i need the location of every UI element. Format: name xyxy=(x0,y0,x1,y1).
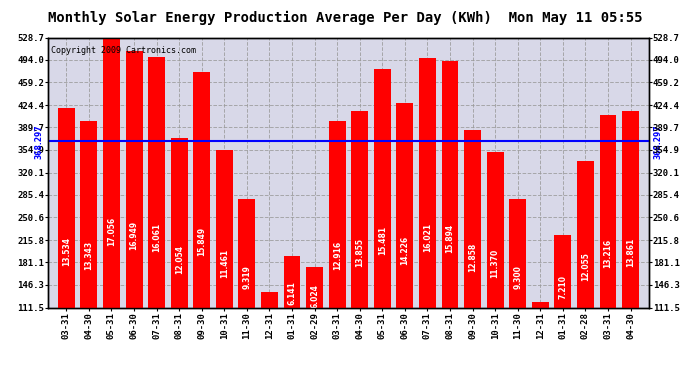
Text: 9.319: 9.319 xyxy=(242,265,251,289)
Bar xyxy=(442,61,458,375)
Bar xyxy=(103,38,120,375)
Bar xyxy=(328,120,346,375)
Text: 12.054: 12.054 xyxy=(175,246,184,274)
Bar xyxy=(600,114,616,375)
Bar xyxy=(532,302,549,375)
Text: 17.056: 17.056 xyxy=(107,217,116,246)
Text: 16.021: 16.021 xyxy=(423,223,432,252)
Bar xyxy=(509,199,526,375)
Text: Monthly Solar Energy Production Average Per Day (KWh)  Mon May 11 05:55: Monthly Solar Energy Production Average … xyxy=(48,11,642,26)
Bar xyxy=(577,161,594,375)
Bar xyxy=(397,104,413,375)
Text: 14.226: 14.226 xyxy=(400,236,409,265)
Text: 15.481: 15.481 xyxy=(378,226,387,255)
Bar xyxy=(306,267,323,375)
Bar xyxy=(216,150,233,375)
Bar xyxy=(58,108,75,375)
Bar xyxy=(554,235,571,375)
Text: 11.461: 11.461 xyxy=(220,249,229,278)
Text: 12.916: 12.916 xyxy=(333,241,342,270)
Text: 13.861: 13.861 xyxy=(626,238,635,267)
Text: 13.343: 13.343 xyxy=(84,241,93,270)
Bar xyxy=(148,57,165,375)
Text: 13.855: 13.855 xyxy=(355,238,364,267)
Text: 16.061: 16.061 xyxy=(152,223,161,252)
Bar xyxy=(126,51,143,375)
Text: 13.216: 13.216 xyxy=(604,239,613,268)
Text: 6.141: 6.141 xyxy=(288,281,297,305)
Text: 9.300: 9.300 xyxy=(513,265,522,289)
Bar xyxy=(170,138,188,375)
Text: 6.024: 6.024 xyxy=(310,284,319,308)
Bar xyxy=(284,256,300,375)
Bar xyxy=(622,111,639,375)
Bar xyxy=(351,111,368,375)
Text: 11.370: 11.370 xyxy=(491,249,500,279)
Bar xyxy=(81,121,97,375)
Text: 12.055: 12.055 xyxy=(581,252,590,281)
Text: 15.849: 15.849 xyxy=(197,227,206,256)
Text: 7.210: 7.210 xyxy=(558,275,567,299)
Bar xyxy=(261,292,278,375)
Bar xyxy=(486,152,504,375)
Bar xyxy=(374,69,391,375)
Text: 13.534: 13.534 xyxy=(62,237,71,266)
Bar xyxy=(193,72,210,375)
Text: 368.297: 368.297 xyxy=(653,124,662,159)
Text: 368.297: 368.297 xyxy=(34,124,43,159)
Bar xyxy=(464,130,481,375)
Bar xyxy=(239,199,255,375)
Text: 16.949: 16.949 xyxy=(130,221,139,250)
Bar xyxy=(419,58,436,375)
Text: Copyright 2009 Cartronics.com: Copyright 2009 Cartronics.com xyxy=(51,46,196,55)
Text: 15.894: 15.894 xyxy=(446,224,455,253)
Text: 12.858: 12.858 xyxy=(468,243,477,272)
